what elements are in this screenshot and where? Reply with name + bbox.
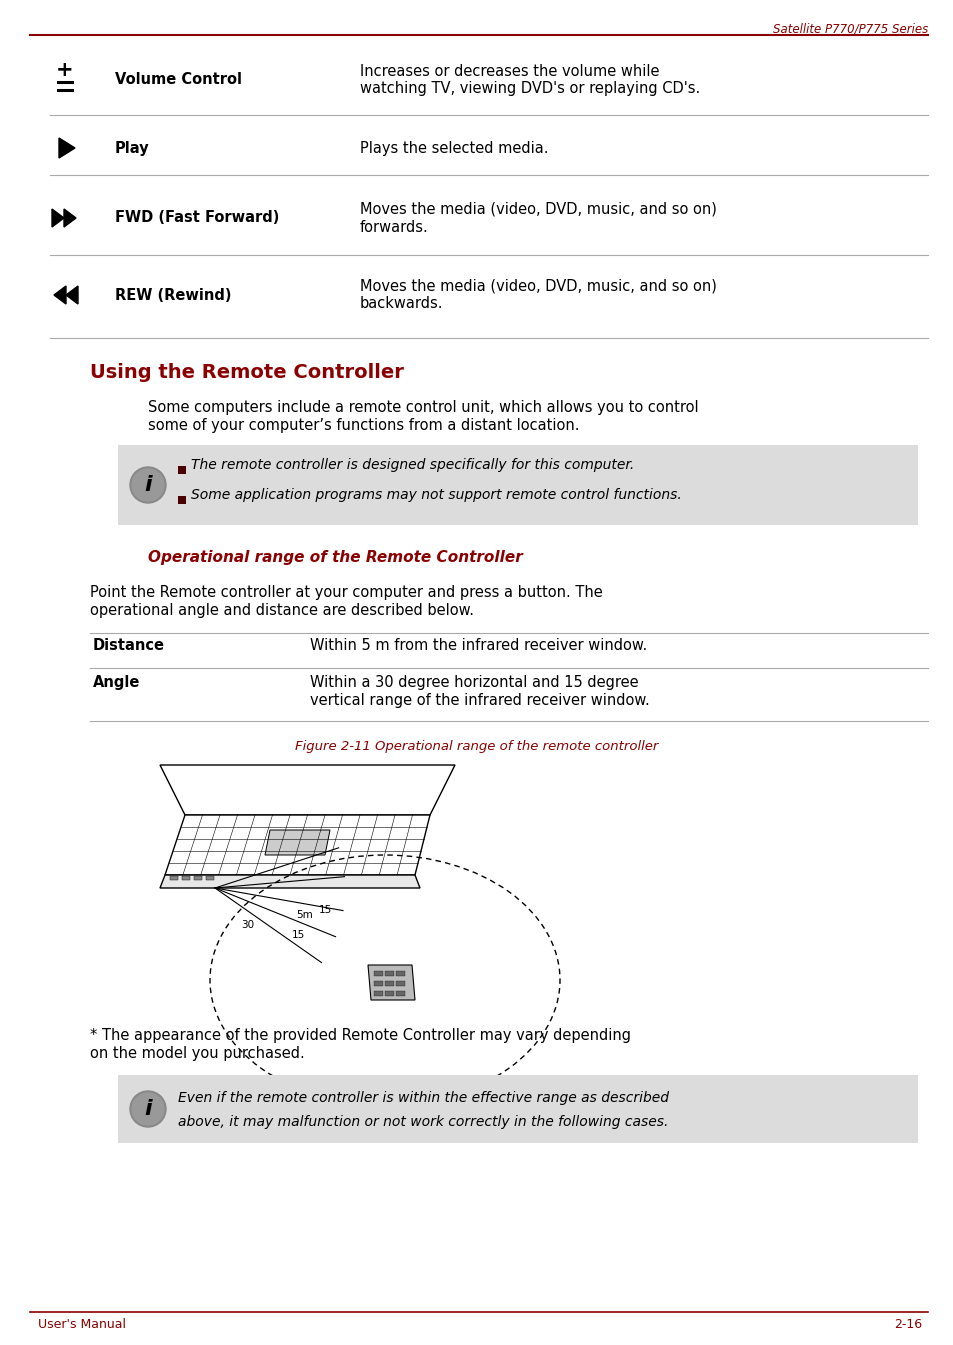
Text: Within 5 m from the infrared receiver window.: Within 5 m from the infrared receiver wi… xyxy=(310,638,646,654)
Text: REW (Rewind): REW (Rewind) xyxy=(115,288,232,303)
Text: on the model you purchased.: on the model you purchased. xyxy=(90,1046,304,1061)
Text: * The appearance of the provided Remote Controller may vary depending: * The appearance of the provided Remote … xyxy=(90,1028,630,1042)
Polygon shape xyxy=(160,876,419,888)
Text: +: + xyxy=(56,61,73,79)
Bar xyxy=(395,971,405,976)
Bar xyxy=(395,981,405,986)
Text: backwards.: backwards. xyxy=(359,296,443,312)
Text: Operational range of the Remote Controller: Operational range of the Remote Controll… xyxy=(148,550,522,565)
Bar xyxy=(385,981,394,986)
Text: User's Manual: User's Manual xyxy=(38,1318,126,1332)
Polygon shape xyxy=(160,765,455,815)
Text: i: i xyxy=(144,475,152,495)
Text: Volume Control: Volume Control xyxy=(115,73,242,87)
Bar xyxy=(193,876,202,880)
Bar xyxy=(206,876,213,880)
Text: 15: 15 xyxy=(318,905,332,915)
Text: Plays the selected media.: Plays the selected media. xyxy=(359,140,548,156)
Polygon shape xyxy=(64,208,76,227)
Circle shape xyxy=(132,469,164,500)
Polygon shape xyxy=(66,286,78,304)
Polygon shape xyxy=(265,830,330,855)
Text: watching TV, viewing DVD's or replaying CD's.: watching TV, viewing DVD's or replaying … xyxy=(359,82,700,97)
Text: Within a 30 degree horizontal and 15 degree: Within a 30 degree horizontal and 15 deg… xyxy=(310,675,638,690)
Bar xyxy=(178,496,186,504)
Text: 2-16: 2-16 xyxy=(893,1318,921,1332)
Circle shape xyxy=(130,1091,166,1127)
Bar xyxy=(374,991,382,997)
Polygon shape xyxy=(54,286,66,304)
Text: Play: Play xyxy=(115,140,150,156)
Text: Distance: Distance xyxy=(92,638,165,654)
Text: Using the Remote Controller: Using the Remote Controller xyxy=(90,363,403,382)
Text: Some application programs may not support remote control functions.: Some application programs may not suppor… xyxy=(191,488,681,502)
Polygon shape xyxy=(368,964,415,999)
Bar xyxy=(118,445,917,525)
Text: Even if the remote controller is within the effective range as described: Even if the remote controller is within … xyxy=(178,1091,668,1106)
Text: above, it may malfunction or not work correctly in the following cases.: above, it may malfunction or not work co… xyxy=(178,1115,668,1128)
Bar xyxy=(385,991,394,997)
Bar xyxy=(374,981,382,986)
Text: 30: 30 xyxy=(241,920,254,929)
Text: The remote controller is designed specifically for this computer.: The remote controller is designed specif… xyxy=(191,459,634,472)
Text: i: i xyxy=(144,1099,152,1119)
Bar xyxy=(395,991,405,997)
Text: operational angle and distance are described below.: operational angle and distance are descr… xyxy=(90,603,474,617)
Text: 5m: 5m xyxy=(296,911,313,920)
Text: forwards.: forwards. xyxy=(359,219,428,234)
Polygon shape xyxy=(165,815,430,876)
Text: 15: 15 xyxy=(291,929,304,940)
Polygon shape xyxy=(52,208,64,227)
Text: Angle: Angle xyxy=(92,675,140,690)
Text: Figure 2-11 Operational range of the remote controller: Figure 2-11 Operational range of the rem… xyxy=(295,740,658,753)
Circle shape xyxy=(130,467,166,503)
Text: Moves the media (video, DVD, music, and so on): Moves the media (video, DVD, music, and … xyxy=(359,278,716,293)
Text: Moves the media (video, DVD, music, and so on): Moves the media (video, DVD, music, and … xyxy=(359,202,716,217)
Bar xyxy=(182,876,190,880)
Text: some of your computer’s functions from a distant location.: some of your computer’s functions from a… xyxy=(148,418,578,433)
Text: Some computers include a remote control unit, which allows you to control: Some computers include a remote control … xyxy=(148,399,698,416)
Text: vertical range of the infrared receiver window.: vertical range of the infrared receiver … xyxy=(310,693,649,707)
Text: Increases or decreases the volume while: Increases or decreases the volume while xyxy=(359,63,659,78)
Bar xyxy=(385,971,394,976)
Polygon shape xyxy=(59,139,75,157)
Circle shape xyxy=(132,1093,164,1124)
Text: Satellite P770/P775 Series: Satellite P770/P775 Series xyxy=(772,22,927,35)
Bar xyxy=(178,465,186,473)
Text: Point the Remote controller at your computer and press a button. The: Point the Remote controller at your comp… xyxy=(90,585,602,600)
Bar xyxy=(170,876,178,880)
Text: FWD (Fast Forward): FWD (Fast Forward) xyxy=(115,211,279,226)
Bar xyxy=(118,1075,917,1143)
Bar xyxy=(374,971,382,976)
